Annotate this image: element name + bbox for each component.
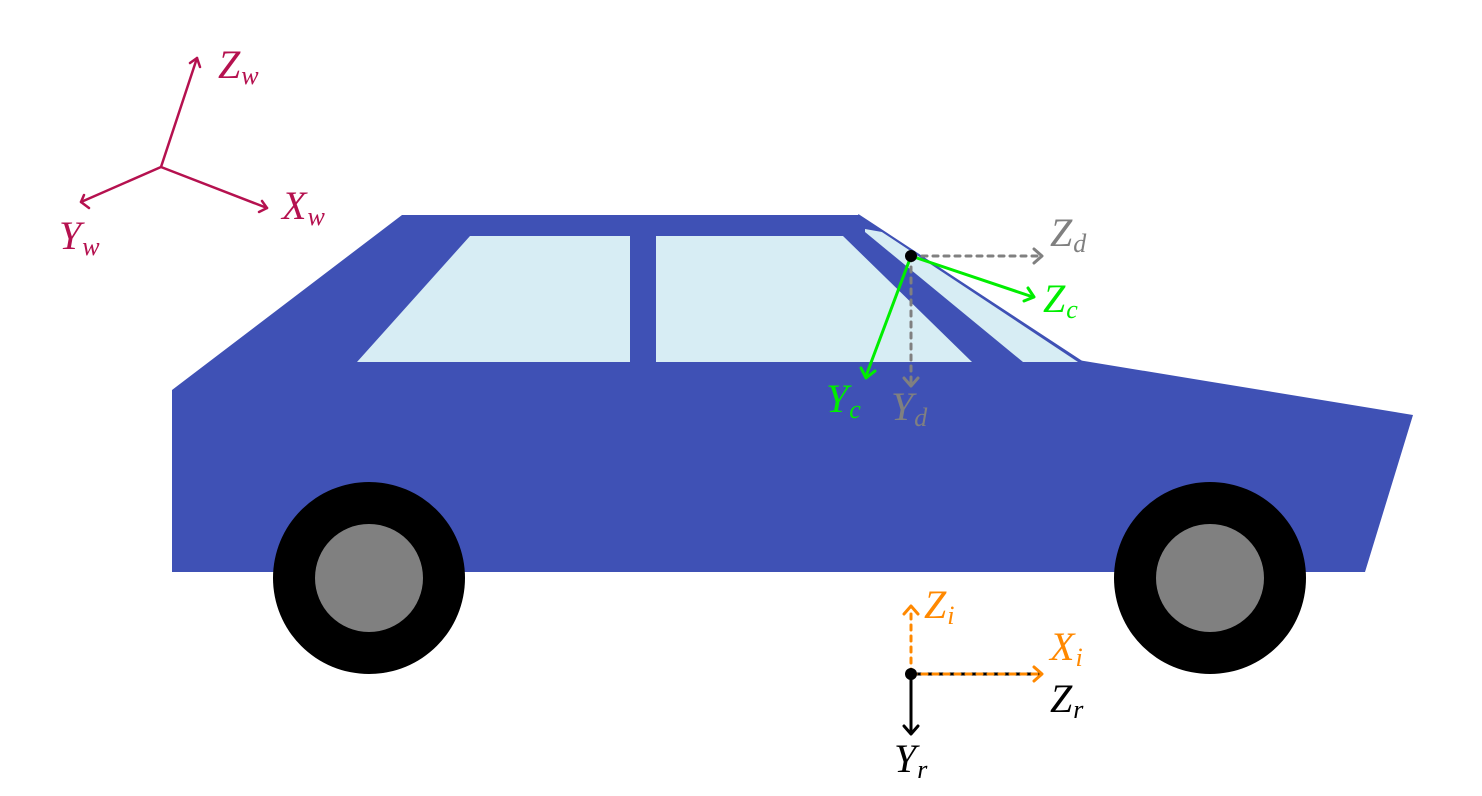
front-window [656, 236, 972, 362]
windshield-edge [857, 214, 1083, 363]
imu-x-arrowhead [1032, 665, 1044, 683]
world-y-arrowhead [79, 193, 91, 210]
camera-z-arrowhead [1022, 286, 1036, 303]
world-y-axis [79, 165, 163, 204]
rear-wheel-icon [273, 482, 465, 674]
depth-frame [902, 247, 1044, 388]
camera-y-arrowhead [859, 366, 877, 380]
world-z-axis [159, 56, 199, 169]
windshield [865, 229, 1078, 362]
front-wheel-icon [1114, 482, 1306, 674]
imu-z-arrowhead [902, 604, 920, 616]
imu-x-label: Xi [1048, 624, 1083, 672]
world-x-arrowhead [257, 199, 269, 214]
sensor-origin-dot [905, 250, 917, 262]
camera-y-label: Yc [826, 376, 861, 424]
rear-window [357, 236, 630, 362]
world-z-label: Zw [218, 42, 259, 90]
camera-z-axis [909, 254, 1035, 299]
rear-hub [315, 524, 423, 632]
car-icon [172, 214, 1413, 572]
imu-frame [902, 604, 1044, 683]
front-hub [1156, 524, 1264, 632]
rig-frame [902, 672, 1042, 736]
depth-y-label: Yd [891, 384, 928, 432]
depth-z-arrowhead [1032, 247, 1044, 265]
rig-z-label: Zr [1050, 676, 1084, 724]
world-frame [79, 56, 269, 214]
depth-z-label: Zd [1050, 210, 1087, 258]
rig-y-arrowhead [902, 724, 920, 736]
rig-y-label: Yr [894, 736, 928, 784]
depth-y-arrowhead [902, 376, 920, 388]
world-z-arrowhead [188, 56, 202, 69]
camera-frame [859, 254, 1036, 380]
world-y-label: Yw [59, 213, 100, 261]
imu-z-label: Zi [924, 582, 954, 630]
camera-y-axis [864, 254, 913, 378]
camera-z-label: Zc [1043, 276, 1078, 324]
world-x-label: Xw [280, 183, 325, 231]
world-x-axis [159, 165, 269, 210]
rig-origin-dot [905, 668, 917, 680]
